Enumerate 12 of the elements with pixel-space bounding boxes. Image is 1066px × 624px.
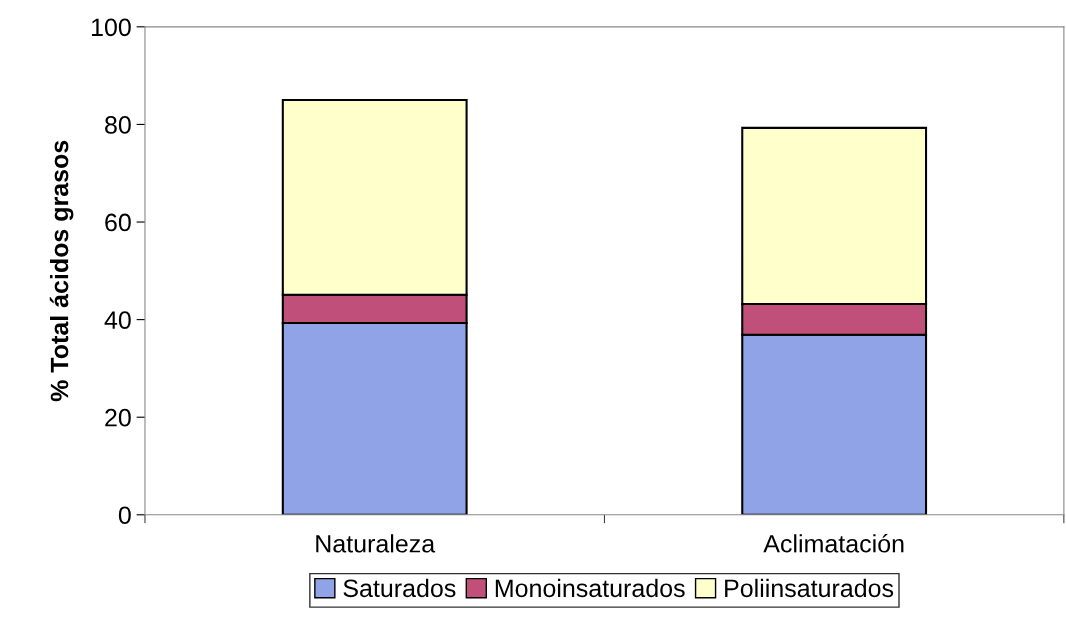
y-tick-label: 100 <box>91 18 131 37</box>
y-tick-label: 40 <box>104 311 131 329</box>
y-tick-label: 80 <box>105 116 131 134</box>
y-tick-label: 20 <box>105 408 131 427</box>
legend-label: Monoinsaturados <box>495 578 685 598</box>
y-axis-title: % Total ácidos grasos <box>49 140 74 402</box>
x-tick-label: Aclimatación <box>763 533 904 553</box>
y-tick-label: 60 <box>105 213 131 232</box>
y-tick-label: 0 <box>118 506 131 525</box>
x-tick-label: Naturaleza <box>316 534 436 553</box>
legend-label: Saturados <box>343 578 456 598</box>
legend-label: Poliinsaturados <box>725 578 894 598</box>
